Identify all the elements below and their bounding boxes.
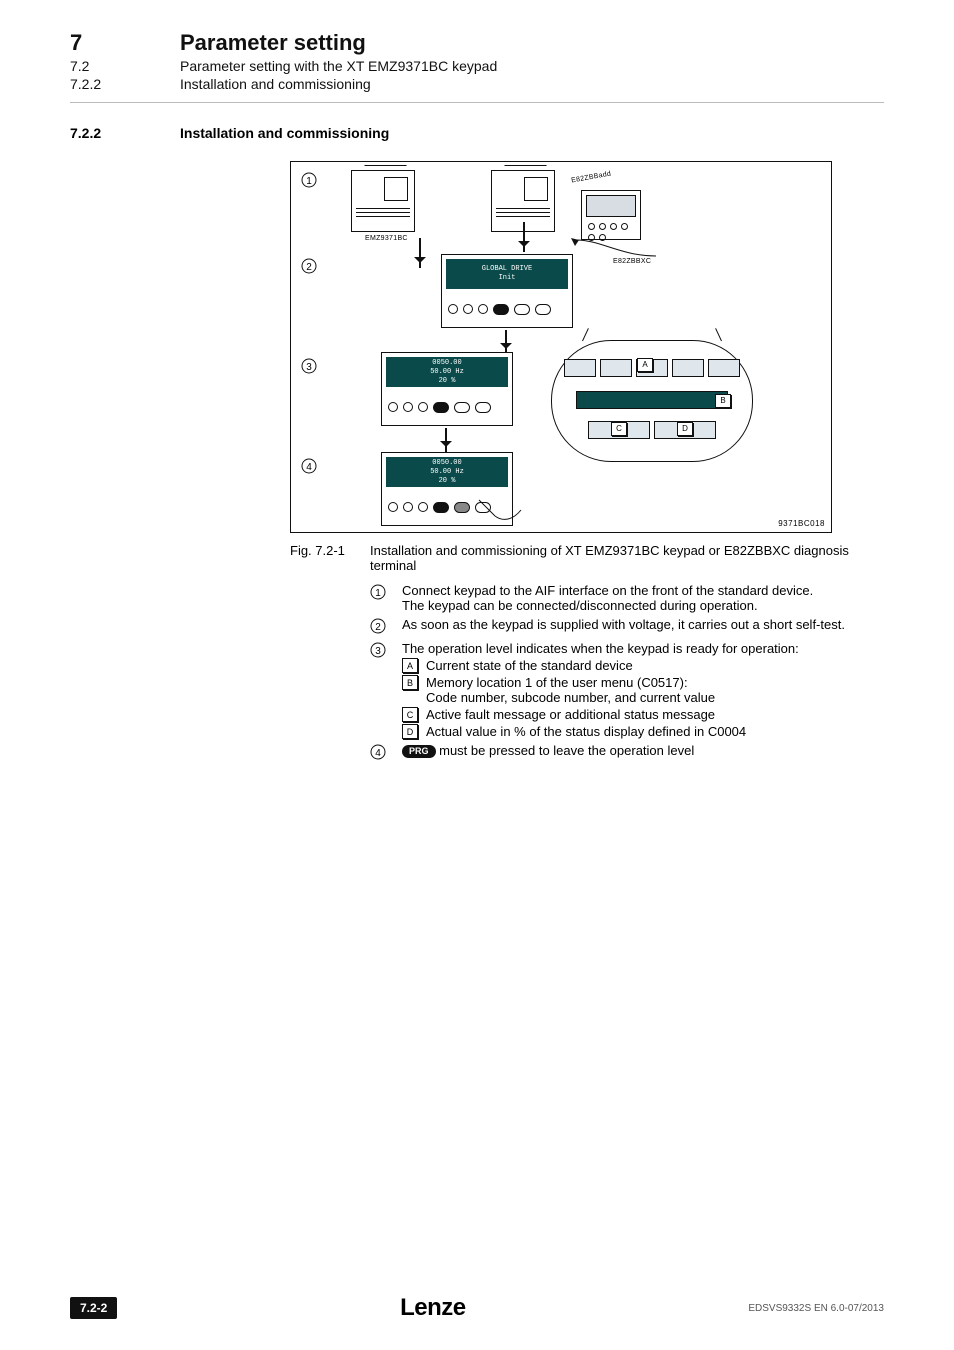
figure-caption-num: Fig. 7.2-1 (290, 543, 370, 573)
step-marker-3: 3 (301, 358, 317, 379)
svg-text:4: 4 (306, 462, 312, 473)
section-heading-num: 7.2.2 (70, 125, 180, 141)
svg-text:3: 3 (375, 646, 381, 657)
subsection-title: Installation and commissioning (180, 76, 884, 92)
circled-one-icon: 1 (301, 172, 317, 188)
arrow-down-icon (419, 238, 421, 268)
prg-key-icon: PRG (402, 745, 436, 758)
figure-caption: Fig. 7.2-1 Installation and commissionin… (290, 543, 884, 573)
screen-text: 50.00 Hz (430, 469, 464, 476)
legend-text-1: Connect keypad to the AIF interface on t… (402, 583, 884, 613)
arrow-down-icon (445, 428, 447, 452)
brand-logo: Lenze (400, 1294, 466, 1322)
chapter-number: 7 (70, 30, 180, 56)
page-header-toc: 7 Parameter setting 7.2 Parameter settin… (70, 30, 884, 92)
legend-marker-1: 1 (370, 583, 394, 603)
svg-text:4: 4 (375, 748, 381, 759)
step-marker-2: 2 (301, 258, 317, 279)
section-number: 7.2 (70, 58, 180, 74)
legend-text-2: As soon as the keypad is supplied with v… (402, 617, 884, 632)
svg-text:1: 1 (306, 176, 312, 187)
subsection-number: 7.2.2 (70, 76, 180, 92)
figure-code: 9371BC018 (778, 519, 825, 528)
legend-3b: Memory location 1 of the user menu (C051… (426, 675, 884, 705)
badge-c-icon: C (402, 707, 418, 722)
badge-a: A (637, 358, 653, 372)
circled-three-icon: 3 (301, 358, 317, 374)
document-id: EDSVS9332S EN 6.0-07/2013 (748, 1303, 884, 1314)
badge-b-icon: B (402, 675, 418, 690)
device-left-icon (351, 170, 415, 232)
screen-text: Init (499, 275, 516, 282)
diagnosis-terminal-icon (581, 190, 641, 240)
section-title: Parameter setting with the XT EMZ9371BC … (180, 58, 884, 74)
figure-frame: 1 EMZ9371BC E82ZBBadd 2 (290, 161, 832, 533)
badge-a-icon: A (402, 658, 418, 673)
legend-marker-4: 4 (370, 743, 394, 763)
step-marker-4: 4 (301, 458, 317, 479)
screen-text: 20 % (439, 478, 456, 485)
section-heading-title: Installation and commissioning (180, 125, 884, 141)
legend-3d: Actual value in % of the status display … (426, 724, 884, 739)
screen-text: 0050.00 (432, 360, 461, 367)
legend-text-3: The operation level indicates when the k… (402, 641, 884, 739)
screen-text: 0050.00 (432, 460, 461, 467)
svg-text:3: 3 (306, 362, 312, 373)
arrow-down-icon (523, 222, 525, 252)
legend-text-4: PRG must be pressed to leave the operati… (402, 743, 884, 758)
badge-d-icon: D (402, 724, 418, 739)
svg-text:2: 2 (306, 262, 312, 273)
chapter-title: Parameter setting (180, 30, 884, 56)
figure-caption-text: Installation and commissioning of XT EMZ… (370, 543, 884, 573)
figure-legend: 1 Connect keypad to the AIF interface on… (370, 583, 884, 763)
legend-marker-2: 2 (370, 617, 394, 637)
magnifier-detail: A B C D (551, 340, 753, 462)
legend-3a: Current state of the standard device (426, 658, 884, 673)
badge-b: B (715, 394, 731, 408)
page-number: 7.2-2 (70, 1297, 117, 1319)
keypad-model-label: EMZ9371BC (365, 235, 408, 242)
step-marker-1: 1 (301, 172, 317, 193)
circled-two-icon: 2 (301, 258, 317, 274)
press-indicator-icon (477, 498, 527, 526)
badge-c: C (611, 422, 627, 436)
circled-four-icon: 4 (301, 458, 317, 474)
keypad-selftest: GLOBAL DRIVE Init (441, 254, 573, 328)
page-footer: 7.2-2 Lenze EDSVS9332S EN 6.0-07/2013 (70, 1294, 884, 1322)
legend-marker-3: 3 (370, 641, 394, 661)
screen-text: 50.00 Hz (430, 369, 464, 376)
keypad-operation: 0050.00 50.00 Hz 20 % (381, 352, 513, 426)
terminal-top-label: E82ZBBadd (571, 171, 612, 185)
header-rule (70, 102, 884, 103)
svg-text:1: 1 (375, 588, 381, 599)
section-heading: 7.2.2 Installation and commissioning (70, 125, 884, 141)
badge-d: D (677, 422, 693, 436)
cable-icon (571, 238, 661, 262)
legend-3c: Active fault message or additional statu… (426, 707, 884, 722)
svg-text:2: 2 (375, 622, 381, 633)
screen-text: 20 % (439, 378, 456, 385)
screen-text: GLOBAL DRIVE (482, 266, 532, 273)
arrow-down-icon (505, 330, 507, 354)
